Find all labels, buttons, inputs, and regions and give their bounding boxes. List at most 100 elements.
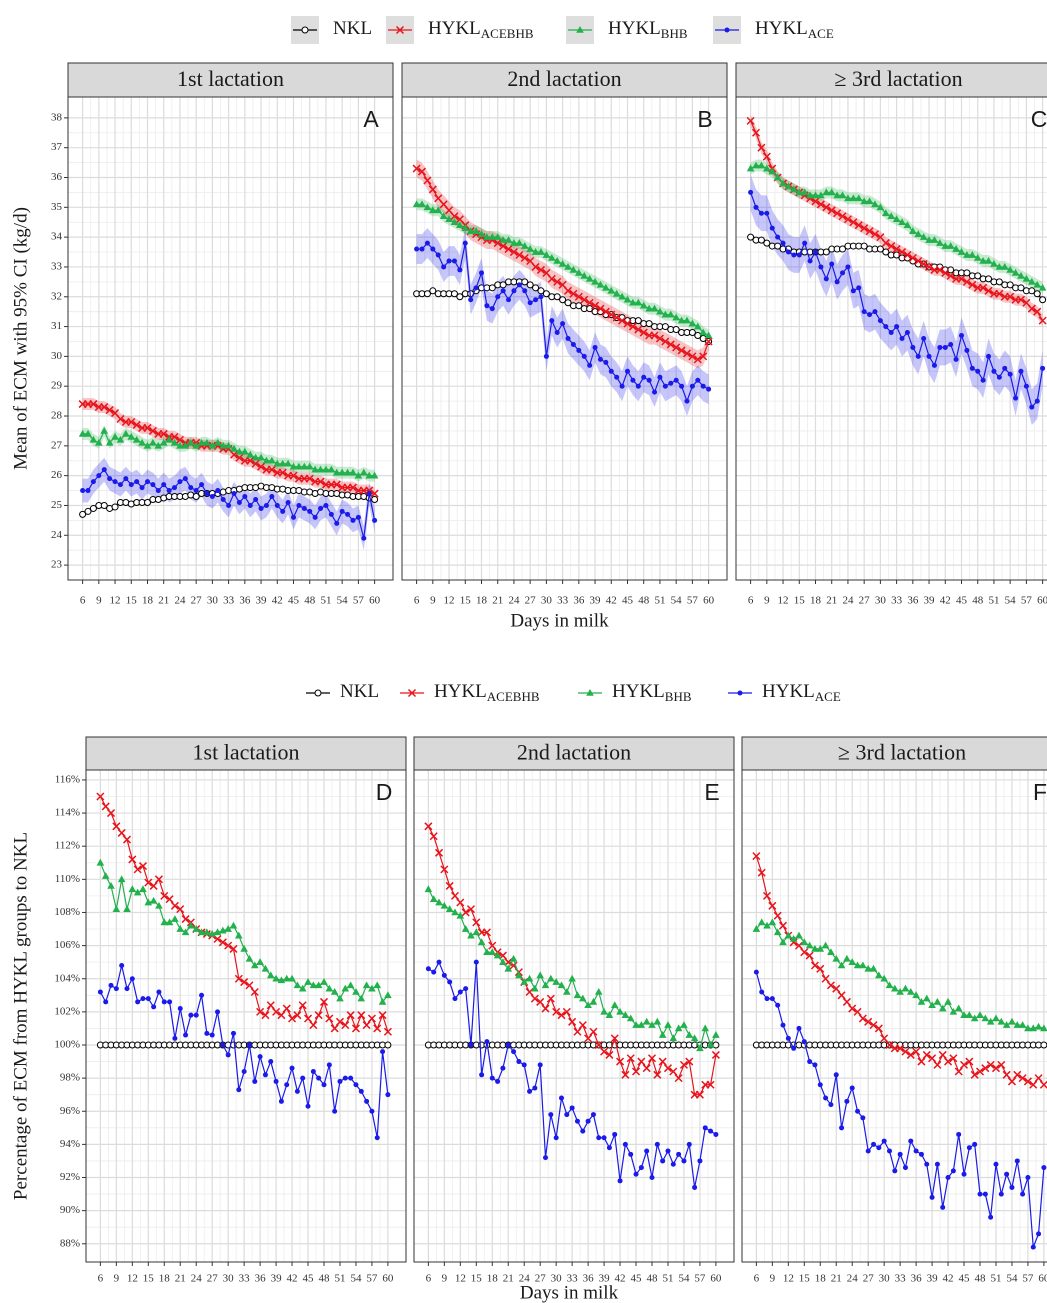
marker (154, 875, 163, 884)
legend-name: HYKL (434, 681, 487, 702)
marker (1036, 1231, 1042, 1237)
marker (97, 989, 103, 995)
legend-marker (314, 689, 322, 697)
x-tick-label: 42 (287, 1273, 298, 1285)
marker (903, 221, 912, 229)
marker (482, 928, 491, 937)
marker (757, 918, 766, 926)
marker (605, 1011, 614, 1018)
marker (854, 194, 863, 202)
marker (112, 822, 121, 831)
marker (887, 242, 896, 251)
marker (574, 1118, 580, 1124)
marker (172, 1035, 178, 1041)
marker (684, 398, 690, 404)
marker (670, 1161, 676, 1167)
marker (666, 340, 675, 349)
y-tick-label: 35 (51, 201, 63, 213)
marker (869, 1021, 878, 1030)
marker (600, 1007, 608, 1015)
marker (204, 491, 210, 497)
x-tick-label: 42 (272, 595, 283, 607)
marker (257, 1054, 263, 1060)
marker (538, 294, 544, 300)
marker (811, 197, 820, 206)
marker (79, 510, 87, 518)
marker (922, 994, 931, 1002)
x-tick-label: 9 (442, 1273, 448, 1285)
marker (617, 1178, 623, 1184)
marker (525, 974, 534, 982)
marker (332, 480, 341, 489)
marker (708, 1128, 714, 1134)
marker (209, 1032, 215, 1038)
marker (969, 365, 975, 371)
y-axis-title: Mean of ECM with 95% CI (kg/d) (10, 207, 31, 470)
marker (220, 1042, 226, 1048)
marker (434, 206, 443, 214)
marker (510, 239, 518, 246)
marker (860, 224, 869, 233)
marker (950, 1168, 956, 1174)
y-tick-label: 23 (51, 559, 63, 571)
marker (357, 994, 366, 1002)
marker (612, 1131, 618, 1137)
marker (246, 456, 255, 465)
marker (531, 262, 540, 271)
marker (423, 203, 432, 211)
marker (430, 246, 436, 252)
marker (111, 503, 119, 511)
marker (526, 245, 534, 252)
marker (235, 931, 243, 939)
marker (229, 450, 239, 459)
marker (645, 304, 653, 312)
marker (800, 188, 809, 196)
y-tick-label: 33 (51, 260, 63, 272)
panel-title: 1st lactation (193, 740, 300, 765)
marker (548, 1112, 554, 1118)
strip (67, 62, 394, 98)
marker (869, 964, 878, 972)
marker (515, 239, 524, 246)
x-tick-label: 54 (1005, 595, 1017, 607)
panel-border (401, 96, 728, 581)
marker (681, 1158, 687, 1164)
marker (515, 971, 523, 979)
x-tick-label: 6 (754, 1273, 760, 1285)
marker (117, 482, 123, 488)
marker (199, 992, 205, 998)
marker (256, 1007, 265, 1016)
marker (542, 290, 550, 298)
marker (968, 251, 977, 258)
marker (257, 462, 266, 471)
marker (278, 1098, 284, 1104)
marker (676, 1151, 682, 1157)
y-tick-label: 88% (60, 1237, 80, 1249)
marker (351, 1024, 360, 1033)
y-tick-label: 26 (51, 469, 63, 481)
marker (585, 274, 594, 282)
marker (488, 233, 497, 240)
marker (802, 240, 808, 246)
marker (751, 128, 761, 137)
x-tick-label: 57 (366, 1273, 378, 1285)
marker (997, 1017, 1006, 1025)
marker (176, 441, 184, 449)
marker (584, 1001, 592, 1009)
marker (129, 976, 135, 982)
legend-subscript: BHB (661, 26, 688, 41)
marker (204, 1030, 210, 1036)
marker (664, 1021, 672, 1028)
marker (637, 1057, 646, 1066)
marker (230, 1030, 236, 1036)
marker (975, 368, 981, 374)
marker (278, 468, 287, 477)
marker (100, 403, 109, 412)
marker (245, 954, 254, 962)
marker (606, 1145, 612, 1151)
marker (764, 996, 770, 1002)
marker (89, 504, 97, 512)
marker (428, 185, 437, 194)
x-tick-label: 27 (535, 1273, 547, 1285)
x-tick-label: 24 (847, 1273, 859, 1285)
